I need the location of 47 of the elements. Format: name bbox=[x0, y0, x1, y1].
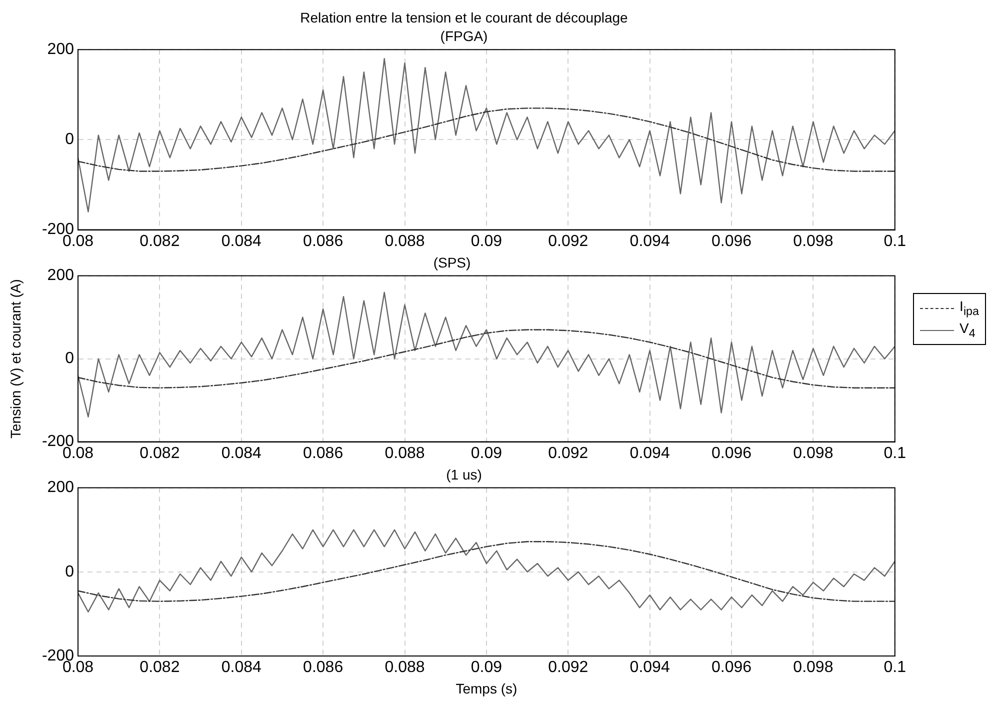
y-tick-label: 200 bbox=[47, 41, 74, 58]
x-tick-label: 0.084 bbox=[221, 444, 262, 462]
x-tick-label: 0.094 bbox=[630, 659, 670, 676]
x-tick-label: 0.086 bbox=[303, 232, 344, 250]
x-tick-label: 0.1 bbox=[884, 659, 906, 676]
x-tick-label: 0.082 bbox=[140, 444, 180, 462]
x-tick-label: 0.098 bbox=[793, 232, 834, 250]
x-tick-label: 0.096 bbox=[711, 659, 752, 676]
x-tick-label: 0.1 bbox=[884, 444, 906, 462]
x-tick-label: 0.088 bbox=[384, 444, 425, 462]
line-series bbox=[78, 329, 895, 388]
x-tick-label: 0.098 bbox=[793, 659, 834, 676]
line-series bbox=[78, 108, 895, 172]
x-tick-label: 0.086 bbox=[303, 659, 344, 676]
x-tick-label: 0.09 bbox=[470, 659, 502, 676]
chart-title: Relation entre la tension et le courant de découplage bbox=[300, 9, 628, 26]
chart-subtitle: (FPGA) bbox=[440, 28, 488, 44]
x-tick-label: 0.084 bbox=[221, 232, 262, 250]
x-tick-label: 0.098 bbox=[793, 444, 834, 462]
y-tick-label: 0 bbox=[65, 131, 74, 148]
y-tick-label: 200 bbox=[47, 267, 74, 284]
x-tick-label: 0.096 bbox=[711, 444, 752, 462]
y-tick-label: 0 bbox=[65, 350, 74, 368]
x-tick-label: 0.092 bbox=[548, 444, 588, 462]
x-tick-label: 0.088 bbox=[384, 232, 425, 250]
y-tick-label: 200 bbox=[47, 479, 74, 496]
x-tick-label: 0.1 bbox=[884, 232, 906, 250]
x-tick-label: 0.09 bbox=[470, 232, 502, 250]
x-tick-label: 0.082 bbox=[140, 232, 180, 250]
x-tick-label: 0.094 bbox=[630, 444, 670, 462]
legend-label: V$_{4}$ bbox=[960, 320, 976, 340]
legend-label: I$_{ipa}$ bbox=[960, 298, 979, 318]
x-tick-label: 0.096 bbox=[711, 232, 752, 250]
x-tick-label: 0.092 bbox=[548, 659, 588, 676]
y-axis-title: Tension (V) et courant (A) bbox=[7, 279, 24, 439]
y-tick-label: 0 bbox=[65, 563, 74, 580]
x-tick-label: 0.094 bbox=[630, 232, 670, 250]
chart-title: (1 us) bbox=[446, 466, 482, 482]
x-tick-label: 0.086 bbox=[303, 444, 344, 462]
x-tick-label: 0.082 bbox=[140, 659, 180, 676]
chart-title: (SPS) bbox=[433, 254, 471, 270]
x-tick-label: 0.084 bbox=[221, 659, 262, 676]
x-tick-label: 0.092 bbox=[548, 232, 588, 250]
x-tick-label: 0.088 bbox=[384, 659, 425, 676]
line-series bbox=[78, 541, 895, 602]
x-axis-title: Temps (s) bbox=[456, 680, 518, 696]
x-tick-label: 0.09 bbox=[470, 444, 502, 462]
